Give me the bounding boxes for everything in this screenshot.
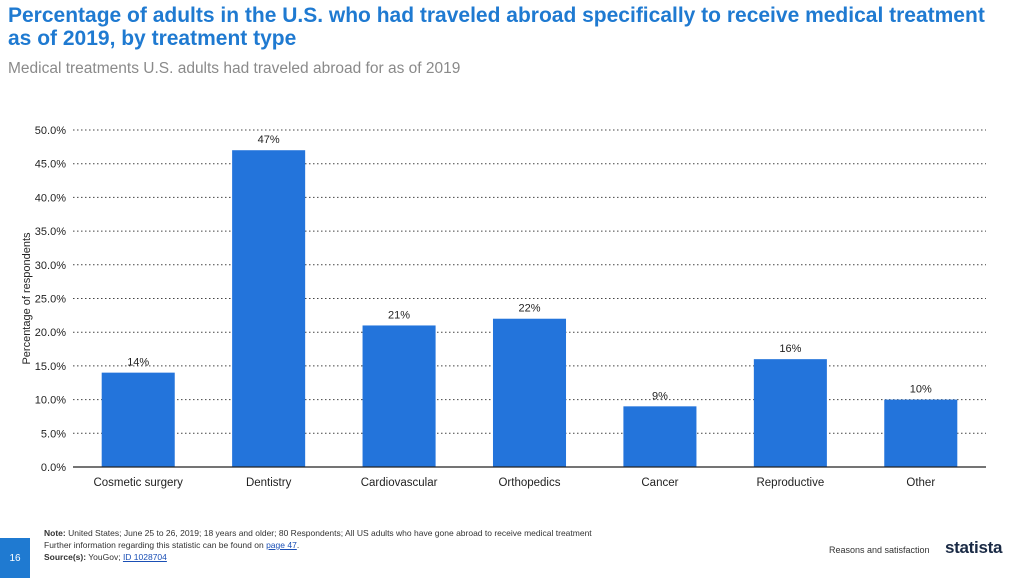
bar-value-label: 47%: [258, 134, 280, 146]
y-tick-label: 20.0%: [35, 327, 66, 339]
category-label: Reproductive: [756, 477, 824, 489]
y-tick-label: 10.0%: [35, 395, 66, 407]
y-tick-label: 30.0%: [35, 260, 66, 272]
category-label: Cosmetic surgery: [93, 477, 183, 489]
category-label: Cancer: [641, 477, 678, 489]
y-tick-label: 15.0%: [35, 361, 66, 373]
further-line: Further information regarding this stati…: [44, 540, 300, 550]
y-tick-label: 50.0%: [35, 125, 66, 137]
note-line: Note: United States; June 25 to 26, 2019…: [44, 527, 592, 539]
source-line: Source(s): YouGov; ID 1028704: [44, 551, 592, 563]
note-label: Note:: [44, 528, 66, 538]
bar-value-label: 9%: [652, 390, 668, 402]
source-label: Source(s):: [44, 552, 87, 562]
bar: [362, 325, 436, 467]
category-label: Cardiovascular: [361, 477, 438, 489]
bar-value-label: 22%: [518, 303, 540, 315]
category-label: Orthopedics: [498, 477, 560, 489]
statista-logo: statista: [945, 538, 1003, 557]
bar-value-label: 16%: [779, 343, 801, 355]
y-tick-label: 45.0%: [35, 159, 66, 171]
y-tick-label: 0.0%: [41, 462, 66, 474]
bar: [232, 150, 306, 467]
page-number-badge: 16: [0, 538, 30, 578]
data-labels: 14% 47% 21% 22% 9% 16% 10%: [127, 134, 932, 402]
y-tick-label: 25.0%: [35, 294, 66, 306]
bar-value-label: 10%: [910, 384, 932, 396]
bar: [623, 406, 697, 467]
bar: [492, 318, 567, 467]
page-link[interactable]: page 47: [266, 540, 297, 550]
x-axis-categories: Cosmetic surgery Dentistry Cardiovascular O…: [93, 477, 935, 489]
bars: [101, 150, 958, 467]
y-tick-label: 40.0%: [35, 192, 66, 204]
page-number: 16: [9, 552, 21, 564]
note-text: United States; June 25 to 26, 2019; 18 y…: [68, 528, 592, 538]
source-id-link[interactable]: ID 1028704: [122, 552, 167, 562]
section-label: Reasons and satisfaction: [829, 545, 930, 555]
y-axis-ticks: 0.0% 5.0% 10.0% 15.0% 20.0% 25.0% 30.0% 35.0% 40…: [35, 125, 66, 474]
y-tick-label: 35.0%: [35, 226, 66, 238]
y-axis-label: Percentage of respondents: [21, 232, 33, 365]
bar: [884, 399, 958, 467]
page-subtitle: Medical treatments U.S. adults had trave…: [8, 60, 461, 77]
bar-chart: 0.0% 5.0% 10.0% 15.0% 20.0% 25.0% 30.0% 35.0% 40…: [21, 125, 986, 489]
category-label: Dentistry: [246, 477, 292, 489]
further-text: Further information regarding this stati…: [44, 540, 264, 550]
page-title: Percentage of adults in the U.S. who had…: [8, 4, 985, 50]
y-tick-label: 5.0%: [41, 428, 66, 440]
bar-value-label: 21%: [388, 309, 410, 321]
source-text: YouGov;: [88, 552, 121, 562]
bar-value-label: 14%: [127, 357, 149, 369]
footer-notes: Note: United States; June 25 to 26, 2019…: [44, 527, 592, 563]
bar: [753, 359, 827, 467]
category-label: Other: [906, 477, 935, 489]
bar: [101, 372, 175, 467]
